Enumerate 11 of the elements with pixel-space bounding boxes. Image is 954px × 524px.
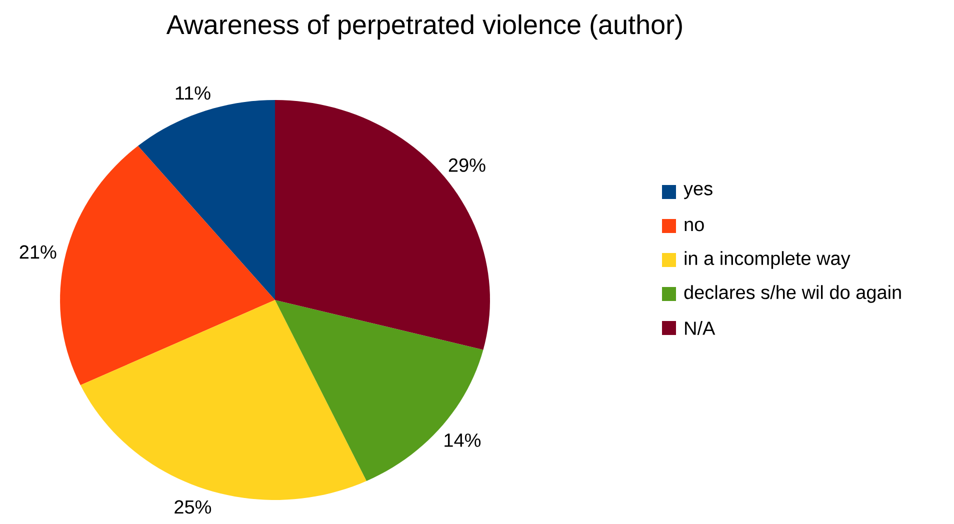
legend-label: in a incomplete way [684,251,850,269]
legend-label: N/A [685,321,716,335]
chart-title: Awareness of perpetrated violence (author) [166,14,682,40]
legend-label: declares s/he wil do again [684,285,901,303]
data-label: 25% [174,500,212,514]
data-label: 21% [20,245,56,259]
legend-label: yes [684,184,712,200]
data-label: 29% [448,158,486,172]
legend-label: no [684,220,704,232]
data-label: 11% [176,86,210,100]
data-label: 14% [444,434,481,447]
